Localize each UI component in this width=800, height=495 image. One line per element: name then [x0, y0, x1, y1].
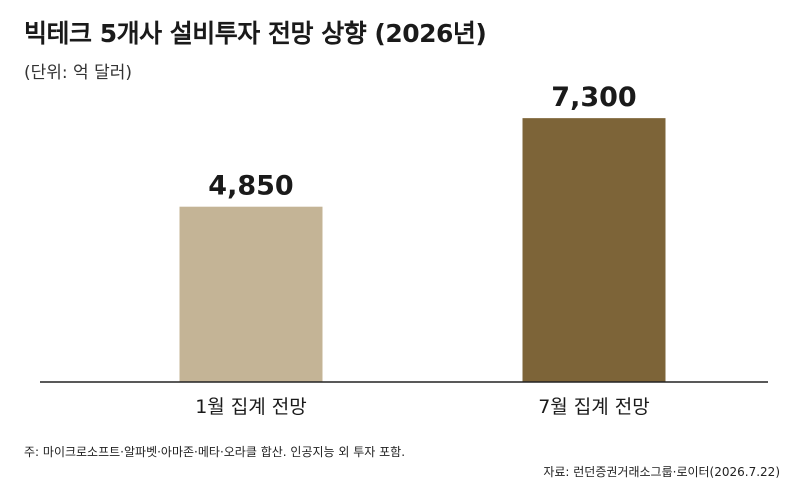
- labels-group: 4,850 1월 집계 전망 7,300 7월 집계 전망: [195, 82, 650, 418]
- category-label-2: 7월 집계 전망: [538, 396, 650, 418]
- bar-chart: 4,850 1월 집계 전망 7,300 7월 집계 전망: [40, 82, 768, 418]
- chart-title: 빅테크 5개사 설비투자 전망 상향 (2026년): [24, 19, 487, 48]
- category-label-1: 1월 집계 전망: [195, 396, 307, 418]
- value-label-1: 4,850: [208, 171, 293, 202]
- unit-label: (단위: 억 달러): [24, 63, 132, 83]
- bar-1: [179, 206, 323, 382]
- bars-group: [179, 118, 666, 382]
- bar-2: [522, 118, 666, 382]
- footnote: 주: 마이크로소프트·알파벳·아마존·메타·오라클 합산. 인공지능 외 투자 …: [24, 445, 406, 459]
- source-note: 자료: 런던증권거래소그룹·로이터(2026.7.22): [543, 465, 780, 479]
- value-label-2: 7,300: [551, 82, 636, 113]
